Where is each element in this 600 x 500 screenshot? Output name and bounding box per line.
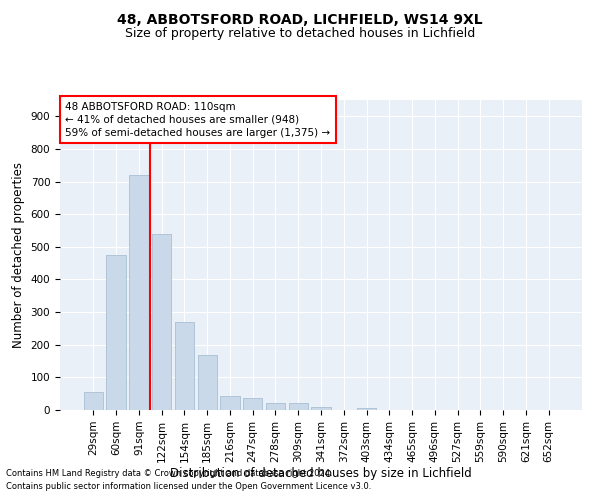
Bar (106, 255, 126, 410)
Bar (311, 407, 331, 410)
Bar (84, 392, 103, 410)
Text: Contains public sector information licensed under the Open Government Licence v3: Contains public sector information licen… (6, 482, 371, 491)
Y-axis label: Number of detached properties: Number of detached properties (12, 162, 25, 348)
Bar (197, 355, 217, 410)
Bar (175, 322, 194, 410)
X-axis label: Distribution of detached houses by size in Lichfield: Distribution of detached houses by size … (170, 468, 472, 480)
Bar (129, 175, 149, 410)
Bar (266, 404, 285, 410)
Text: 48 ABBOTSFORD ROAD: 110sqm
← 41% of detached houses are smaller (948)
59% of sem: 48 ABBOTSFORD ROAD: 110sqm ← 41% of deta… (65, 102, 331, 138)
Bar (289, 404, 308, 410)
Bar (357, 408, 376, 410)
Text: 48, ABBOTSFORD ROAD, LICHFIELD, WS14 9XL: 48, ABBOTSFORD ROAD, LICHFIELD, WS14 9XL (117, 12, 483, 26)
Text: Size of property relative to detached houses in Lichfield: Size of property relative to detached ho… (125, 28, 475, 40)
Bar (243, 398, 262, 410)
Text: Contains HM Land Registry data © Crown copyright and database right 2024.: Contains HM Land Registry data © Crown c… (6, 468, 332, 477)
Bar (220, 396, 239, 410)
Bar (152, 234, 172, 410)
